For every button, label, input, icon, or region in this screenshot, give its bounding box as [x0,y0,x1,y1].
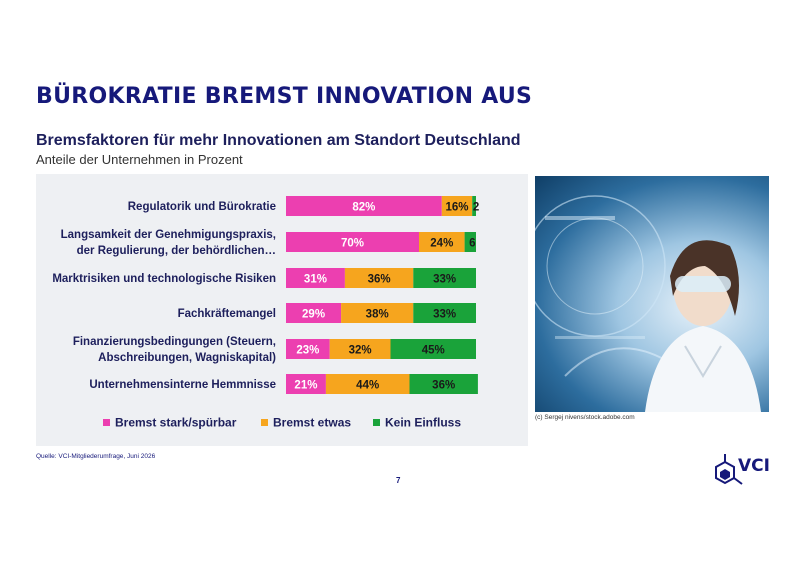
bar-segment [329,339,391,359]
data-label: 36% [368,274,391,286]
category-label: Langsamkeit der Genehmigungspraxis, der R… [61,229,276,257]
data-label: 24% [430,238,453,250]
data-label: 33% [433,274,456,286]
data-label: 23% [296,345,319,357]
data-label: 44% [356,380,379,392]
page-number: 7 [396,476,401,485]
bar-segment [341,303,414,323]
data-label: 29% [302,309,325,321]
bar-segment [344,268,414,288]
bar-segment [464,232,476,252]
data-label: 16% [445,202,468,214]
data-label: 38% [366,309,389,321]
chart-subtitle: Anteile der Unternehmen in Prozent [36,152,243,167]
legend-label: Bremst etwas [273,416,351,430]
bar-segment [286,232,419,252]
data-label: 6 [469,238,475,250]
logo-text: VCI [738,456,770,476]
data-label: 45% [422,345,445,357]
bar-segment [286,196,442,216]
bar-segment [419,232,465,252]
bar-segment [409,374,478,394]
legend-swatch [103,419,110,426]
bar-segment [286,374,326,394]
data-label: 32% [349,345,372,357]
data-label: 70% [341,238,364,250]
data-label: 21% [294,380,317,392]
photo-credit: (c) Sergej nivens/stock.adobe.com [535,414,635,421]
bar-segment [286,268,345,288]
chart-title: Bremsfaktoren für mehr Innovationen am S… [36,132,521,149]
legend-swatch [373,419,380,426]
bar-segment [286,339,330,359]
bar-segment [472,196,476,216]
category-label: Fachkräftemangel [178,308,276,320]
data-label: 82% [352,202,375,214]
bar-segment [413,268,476,288]
category-label: Finanzierungsbedingungen (Steuern, Abschr… [73,336,276,364]
legend-swatch [261,419,268,426]
scientist-photo [535,176,769,412]
category-label: Regulatorik und Bürokratie [128,201,276,213]
data-label: 36% [432,380,455,392]
data-label: 2 [473,202,479,214]
bar-segment [286,303,342,323]
stacked-bar-chart: Regulatorik und Bürokratie 82% 16% 2 Langsam… [52,196,479,430]
legend-label: Kein Einfluss [385,416,461,430]
category-label: Unternehmensinterne Hemmnisse [89,379,276,391]
category-label: Marktrisiken und technologische Risiken [52,273,276,285]
vci-logo-icon [715,454,743,485]
data-label: 33% [433,309,456,321]
data-label: 31% [304,274,327,286]
bar-segment [413,303,476,323]
legend-label: Bremst stark/spürbar [115,416,237,430]
bar-segment [441,196,473,216]
source-note: Quelle: VCI-Mitgliederumfrage, Juni 2026 [36,453,156,460]
bar-segment [325,374,410,394]
bar-segment [390,339,476,359]
page-title: BÜROKRATIE BREMST INNOVATION AUS [36,84,533,109]
